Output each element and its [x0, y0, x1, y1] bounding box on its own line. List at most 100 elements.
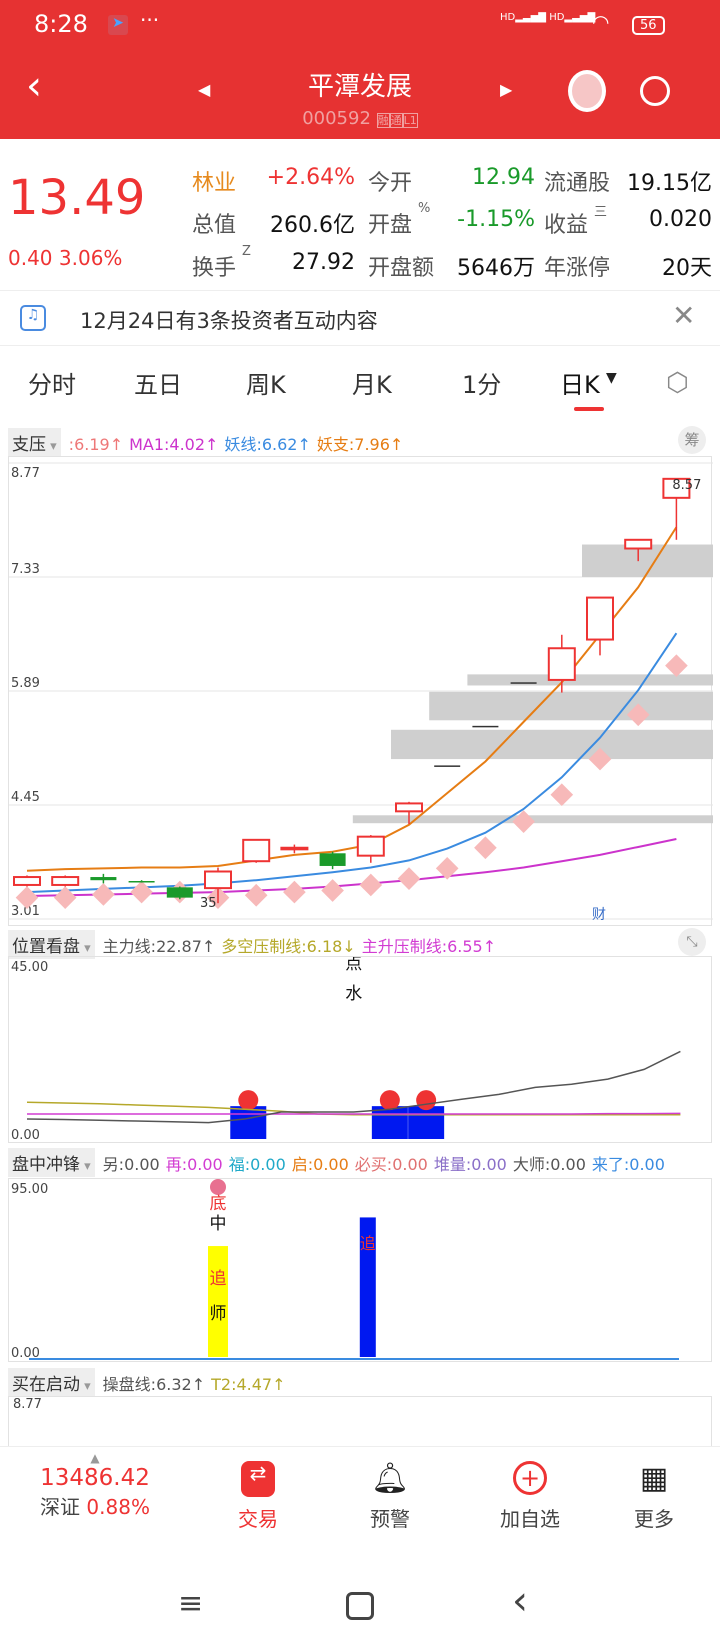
finance-marker: 财 [592, 907, 606, 923]
main-force-line [26, 1050, 681, 1124]
legend-item: 福:0.00 [228, 1155, 286, 1174]
plus-circle-icon: + [513, 1461, 547, 1495]
notice-bar[interactable]: ♫ 12月24日有3条投资者互动内容 ✕ [0, 290, 720, 346]
yellow-bar-text: 底 [210, 1194, 227, 1214]
stock-code: 000592 融通 L1 [302, 108, 418, 129]
diamond-marker [130, 880, 153, 904]
main-indicator-legend: 支压:6.19↑ MA1:4.02↑ 妖线:6.62↑ 妖支:7.96↑ [8, 428, 409, 457]
legend-item: MA1:4.02↑ [129, 435, 219, 454]
low-price-label: 35 [200, 896, 217, 911]
prev-stock-button[interactable]: ◀ [198, 80, 211, 99]
alert-button[interactable]: 🔔︎ 预警 [350, 1461, 430, 1532]
more-button[interactable]: ▦ 更多 [614, 1461, 694, 1532]
tab-4[interactable]: 1分 [462, 371, 502, 399]
stat-value: 27.92 [292, 250, 355, 275]
candle-body [356, 835, 385, 857]
axis-tick: 5.89 [11, 676, 40, 691]
diamond-marker [397, 867, 421, 890]
back-icon[interactable]: ‹ [512, 1578, 528, 1624]
bell-icon: 🔔︎ [370, 1461, 410, 1496]
stat-label: 收益 [544, 213, 589, 238]
home-icon[interactable] [346, 1592, 374, 1620]
stat-value: -1.15% [457, 207, 535, 232]
diamond-marker [359, 873, 383, 897]
yellow-bar-text: 追 [210, 1269, 227, 1289]
pig-icon [210, 1179, 226, 1195]
settings-hexagon-icon[interactable]: ⬡ [666, 368, 689, 398]
index-pct: 0.88% [86, 1495, 150, 1519]
sub3-select[interactable]: 买在启动 [8, 1368, 95, 1397]
index-quote[interactable]: ▲ 13486.42 深证 0.88% [0, 1451, 190, 1520]
signal-icon [379, 1090, 400, 1111]
candle-body [510, 682, 537, 684]
signal-icon [238, 1090, 259, 1111]
start-chart[interactable]: 8.77 [8, 1396, 712, 1446]
tab-5[interactable]: 日K [560, 371, 600, 399]
top-bar: 8:28 ➤ ··· HD▂▃▅▇ HD▂▃▅▇ ◠ 56 ‹ ◀ ▶ 平潭发展… [0, 0, 720, 139]
axis-tick: 8.77 [11, 466, 40, 481]
stat-value: 0.020 [649, 207, 712, 232]
charge-chart[interactable]: 95.00 0.00 底中追师追 [8, 1178, 712, 1362]
candle-body [90, 877, 117, 881]
grid-icon: ▦ [639, 1461, 669, 1496]
signal-bar [230, 1106, 267, 1139]
stat-sup: Z [242, 244, 251, 259]
legend-item: 另:0.00 [102, 1155, 160, 1174]
candle-body [395, 802, 423, 813]
candle-body [624, 538, 653, 550]
stat-value: 260.6亿 [270, 213, 355, 238]
system-nav: ≡ ‹ [0, 1560, 720, 1650]
axis-label: 8.77 [13, 1397, 42, 1412]
stat-value: 20天 [662, 256, 712, 281]
next-stock-button[interactable]: ▶ [500, 80, 513, 99]
indicator-select[interactable]: 支压 [8, 428, 61, 457]
legend-item: 来了:0.00 [591, 1155, 665, 1174]
index-value: 13486.42 [40, 1465, 150, 1491]
stock-title: 平潭发展 [307, 72, 412, 102]
legend-item: 大师:0.00 [512, 1155, 586, 1174]
add-watchlist-button[interactable]: + 加自选 [480, 1461, 580, 1532]
candle-body [472, 725, 499, 728]
sub2-select[interactable]: 盘中冲锋 [8, 1148, 95, 1177]
legend-item: 妖支:7.96↑ [316, 435, 404, 454]
tab-1[interactable]: 五日 [134, 371, 182, 399]
yao-xian-line [26, 632, 678, 894]
legend-item: 多空压制线:6.18↓ [221, 937, 356, 956]
stat-label: 开盘 [368, 213, 413, 238]
legend-item: 操盘线:6.32↑ [102, 1375, 206, 1394]
candle-body [166, 887, 193, 898]
robot-assistant-icon[interactable] [568, 70, 606, 112]
search-icon[interactable] [640, 76, 670, 106]
stat-label: 今开 [368, 171, 413, 196]
trade-icon: ⇄ [241, 1461, 275, 1497]
legend-item: 启:0.00 [291, 1155, 349, 1174]
candle-body [547, 647, 576, 681]
stat-value: +2.64% [266, 165, 355, 190]
sub1-select[interactable]: 位置看盘 [8, 930, 95, 959]
tab-2[interactable]: 周K [246, 371, 286, 399]
yellow-bar-text: 师 [210, 1304, 227, 1324]
signal-bar [371, 1106, 408, 1139]
candle-body [319, 853, 346, 866]
last-price-label: 8.57 [672, 478, 701, 493]
yellow-bar-text: 中 [210, 1214, 227, 1234]
trade-button[interactable]: ⇄ 交易 [238, 1461, 278, 1531]
tab-0[interactable]: 分时 [28, 371, 76, 399]
zhusheng-line [27, 1112, 681, 1115]
main-chart[interactable]: 8.77 7.33 5.89 4.45 3.01 8.57 财 35 [8, 456, 713, 926]
candle-body [204, 870, 232, 890]
expand-icon[interactable]: ⤡ [678, 928, 706, 956]
stat-label: 开盘额 [368, 256, 435, 281]
close-icon[interactable]: ✕ [672, 299, 696, 332]
axis-tick: 0.00 [11, 1346, 40, 1361]
legend-item: :6.19↑ [68, 435, 124, 454]
sub3-legend: 买在启动操盘线:6.32↑ T2:4.47↑ [8, 1368, 291, 1397]
menu-icon[interactable]: ≡ [178, 1586, 204, 1621]
diamond-marker [435, 857, 459, 880]
back-button[interactable]: ‹ [26, 63, 42, 109]
tab-3[interactable]: 月K [352, 371, 392, 399]
chip-distribution-button[interactable]: 筹 [678, 426, 706, 454]
legend-item: 必买:0.00 [354, 1155, 428, 1174]
bottom-nav: ▲ 13486.42 深证 0.88% ⇄ 交易 🔔︎ 预警 + 加自选 ▦ 更多 [0, 1446, 720, 1550]
position-chart[interactable]: 45.00 0.00 点水 [8, 954, 712, 1143]
